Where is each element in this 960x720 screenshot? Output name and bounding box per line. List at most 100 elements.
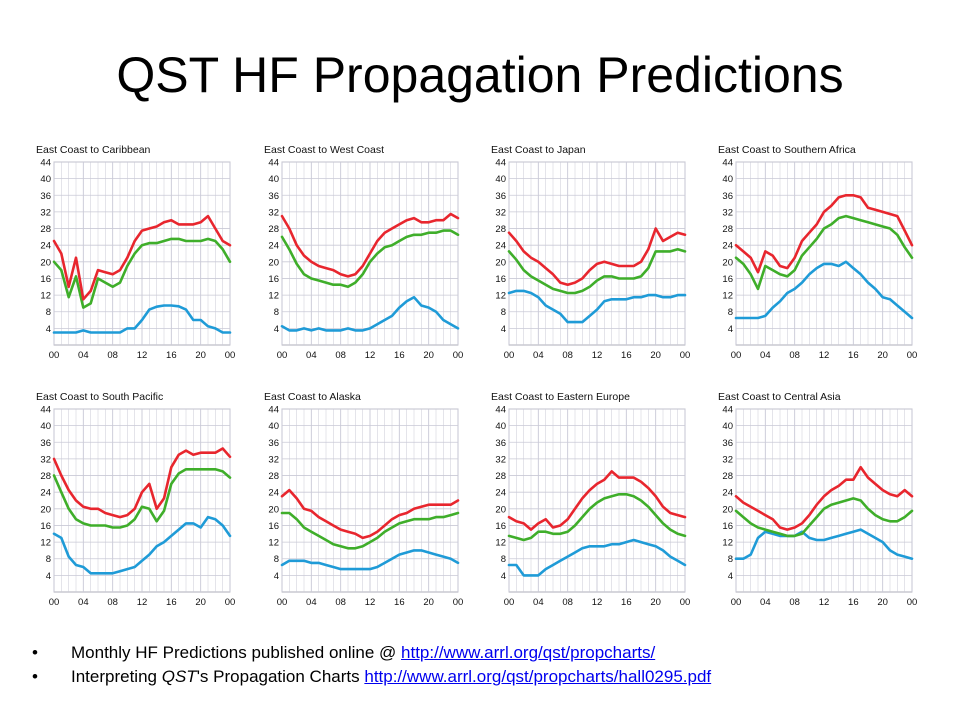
bullet-item: • Monthly HF Predictions published onlin… bbox=[28, 641, 938, 665]
y-tick-label: 12 bbox=[495, 291, 506, 302]
y-tick-label: 40 bbox=[495, 174, 506, 185]
y-tick-label: 32 bbox=[268, 207, 279, 218]
chart-title: East Coast to Central Asia bbox=[718, 391, 841, 403]
chart-panel: East Coast to Southern Africa 4 8 12 16 20 24 2… bbox=[716, 140, 917, 370]
y-tick-label: 40 bbox=[40, 421, 51, 432]
x-tick-label: 12 bbox=[365, 597, 376, 608]
chart-title: East Coast to South Pacific bbox=[36, 391, 163, 403]
series-line-blue bbox=[280, 295, 460, 332]
y-tick-label: 44 bbox=[495, 158, 506, 169]
y-tick-label: 24 bbox=[722, 241, 733, 252]
x-tick-label: 08 bbox=[335, 350, 346, 361]
y-tick-label: 4 bbox=[46, 571, 51, 582]
y-tick-label: 36 bbox=[722, 438, 733, 449]
x-tick-label: 12 bbox=[592, 350, 603, 361]
series-line-blue bbox=[734, 528, 914, 560]
y-tick-label: 40 bbox=[495, 421, 506, 432]
chart-panel: East Coast to Eastern Europe 4 8 12 16 20 24 28… bbox=[489, 387, 690, 617]
y-tick-label: 28 bbox=[268, 471, 279, 482]
x-tick-label: 20 bbox=[877, 597, 888, 608]
y-tick-label: 8 bbox=[46, 554, 51, 565]
y-tick-label: 44 bbox=[40, 158, 51, 169]
x-tick-label: 20 bbox=[423, 597, 434, 608]
chart-panel: East Coast to Caribbean 4 8 12 16 20 24 28 32 36 4… bbox=[34, 140, 236, 370]
x-tick-label: 16 bbox=[394, 350, 405, 361]
y-tick-label: 24 bbox=[40, 241, 51, 252]
x-tick-label: 12 bbox=[137, 597, 148, 608]
chart-title: East Coast to Caribbean bbox=[36, 144, 151, 156]
y-tick-label: 4 bbox=[274, 324, 279, 335]
y-tick-label: 44 bbox=[268, 158, 279, 169]
series-line-green bbox=[507, 248, 687, 295]
y-tick-label: 32 bbox=[40, 207, 51, 218]
x-tick-label: 04 bbox=[533, 597, 544, 608]
y-tick-label: 32 bbox=[40, 454, 51, 465]
chart-title: East Coast to Alaska bbox=[264, 391, 361, 403]
x-tick-label: 20 bbox=[877, 350, 888, 361]
x-tick-label: 16 bbox=[621, 597, 632, 608]
y-tick-label: 24 bbox=[268, 241, 279, 252]
x-tick-label: 00 bbox=[225, 350, 236, 361]
x-tick-label: 08 bbox=[789, 350, 800, 361]
x-tick-label: 16 bbox=[166, 350, 177, 361]
x-tick-label: 00 bbox=[453, 350, 464, 361]
series-line-blue bbox=[734, 260, 914, 320]
x-tick-label: 16 bbox=[166, 597, 177, 608]
x-tick-label: 00 bbox=[907, 597, 918, 608]
x-tick-label: 00 bbox=[731, 350, 742, 361]
y-tick-label: 16 bbox=[268, 521, 279, 532]
y-tick-label: 36 bbox=[268, 438, 279, 449]
x-tick-label: 12 bbox=[592, 597, 603, 608]
y-tick-label: 40 bbox=[268, 174, 279, 185]
y-tick-label: 28 bbox=[40, 224, 51, 235]
y-tick-label: 4 bbox=[728, 571, 733, 582]
x-tick-label: 08 bbox=[562, 350, 573, 361]
y-tick-label: 20 bbox=[722, 504, 733, 515]
y-tick-label: 12 bbox=[40, 538, 51, 549]
y-tick-label: 16 bbox=[722, 274, 733, 285]
y-tick-label: 32 bbox=[722, 207, 733, 218]
y-tick-label: 4 bbox=[728, 324, 733, 335]
propcharts-link[interactable]: http://www.arrl.org/qst/propcharts/ bbox=[401, 643, 656, 662]
series-line-red bbox=[280, 212, 460, 278]
y-tick-label: 16 bbox=[495, 521, 506, 532]
x-tick-label: 04 bbox=[760, 597, 771, 608]
y-tick-label: 8 bbox=[46, 307, 51, 318]
x-tick-label: 20 bbox=[195, 350, 206, 361]
chart-svg: East Coast to Eastern Europe 4 8 12 16 20 24 28… bbox=[491, 391, 690, 608]
x-tick-label: 12 bbox=[819, 350, 830, 361]
y-tick-label: 4 bbox=[46, 324, 51, 335]
y-tick-label: 20 bbox=[722, 257, 733, 268]
y-tick-label: 28 bbox=[722, 471, 733, 482]
series-line-blue bbox=[507, 538, 687, 577]
series-line-red bbox=[280, 488, 460, 540]
x-tick-label: 00 bbox=[225, 597, 236, 608]
x-tick-label: 12 bbox=[365, 350, 376, 361]
y-tick-label: 24 bbox=[268, 488, 279, 499]
y-tick-label: 12 bbox=[722, 291, 733, 302]
y-tick-label: 40 bbox=[40, 174, 51, 185]
series-line-green bbox=[507, 493, 687, 542]
series-line-blue bbox=[52, 515, 232, 575]
x-tick-label: 04 bbox=[78, 597, 89, 608]
hall-pdf-link[interactable]: http://www.arrl.org/qst/propcharts/hall0… bbox=[364, 667, 712, 686]
bullet-dot-icon: • bbox=[32, 643, 38, 662]
y-tick-label: 44 bbox=[722, 158, 733, 169]
y-tick-label: 36 bbox=[40, 438, 51, 449]
y-tick-label: 8 bbox=[501, 307, 506, 318]
y-tick-label: 28 bbox=[40, 471, 51, 482]
y-tick-label: 20 bbox=[40, 504, 51, 515]
chart-title: East Coast to Japan bbox=[491, 144, 586, 156]
series-line-green bbox=[734, 214, 914, 291]
chart-svg: East Coast to South Pacific 4 8 12 16 20 24 28 3… bbox=[36, 391, 236, 608]
bullet-text-prefix: Interpreting bbox=[71, 667, 162, 686]
y-tick-label: 20 bbox=[268, 257, 279, 268]
chart-panel: East Coast to West Coast 4 8 12 16 20 24 28 32 36… bbox=[262, 140, 464, 370]
y-tick-label: 36 bbox=[268, 191, 279, 202]
y-tick-label: 36 bbox=[40, 191, 51, 202]
x-tick-label: 16 bbox=[848, 350, 859, 361]
chart-title: East Coast to Eastern Europe bbox=[491, 391, 630, 403]
x-tick-label: 12 bbox=[137, 350, 148, 361]
y-tick-label: 8 bbox=[274, 554, 279, 565]
x-tick-label: 00 bbox=[504, 597, 515, 608]
